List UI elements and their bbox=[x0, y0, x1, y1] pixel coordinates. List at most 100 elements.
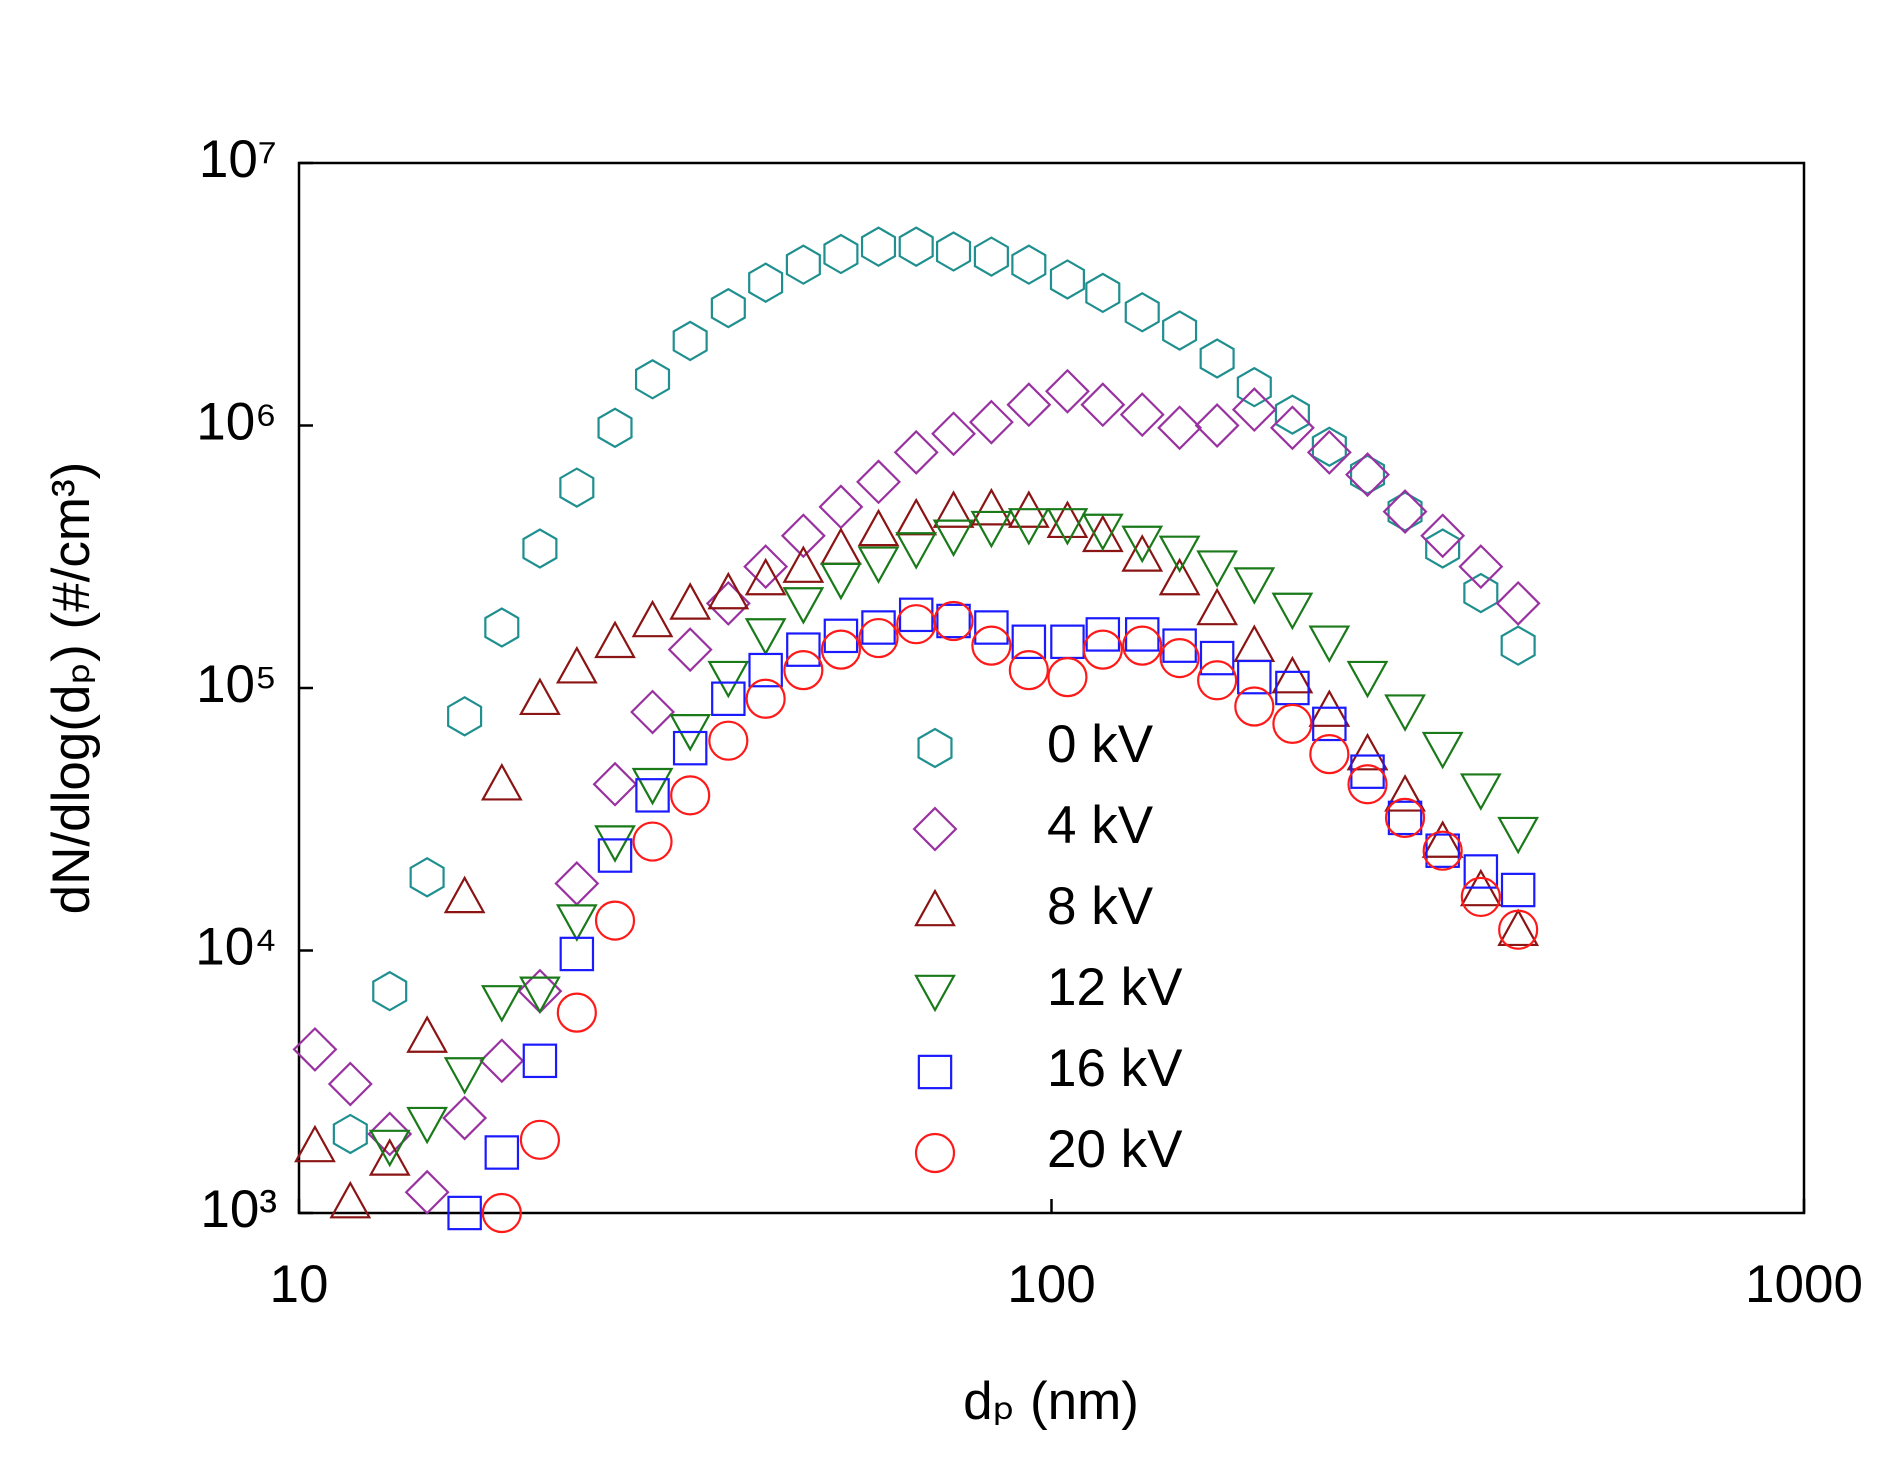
data-point bbox=[555, 645, 598, 684]
data-point bbox=[669, 582, 712, 620]
data-point bbox=[1346, 660, 1389, 699]
legend-marker bbox=[917, 1054, 953, 1090]
data-point bbox=[634, 359, 671, 400]
data-point bbox=[597, 838, 633, 873]
data-point bbox=[1162, 628, 1197, 663]
data-point bbox=[480, 762, 523, 801]
data-point bbox=[1157, 405, 1203, 451]
data-point bbox=[1349, 454, 1386, 495]
data-point bbox=[1081, 513, 1124, 552]
data-point bbox=[559, 467, 595, 508]
data-point bbox=[672, 320, 708, 362]
data-point bbox=[970, 510, 1013, 549]
data-point bbox=[1085, 617, 1121, 652]
data-point bbox=[630, 689, 675, 735]
data-point bbox=[443, 1057, 486, 1095]
data-point bbox=[1460, 876, 1501, 918]
y-tick-label: 10⁶ bbox=[196, 393, 277, 452]
data-point bbox=[973, 236, 1009, 277]
data-point bbox=[782, 587, 825, 625]
data-point bbox=[711, 681, 746, 717]
data-point bbox=[857, 546, 900, 585]
data-point bbox=[368, 1129, 411, 1168]
data-point bbox=[1463, 572, 1499, 614]
data-point bbox=[1497, 908, 1540, 947]
data-point bbox=[522, 1043, 558, 1079]
legend-marker bbox=[914, 1132, 956, 1174]
data-point bbox=[1309, 734, 1350, 775]
data-point bbox=[748, 652, 783, 688]
y-tick-label: 10³ bbox=[200, 1180, 277, 1239]
data-point bbox=[968, 399, 1014, 445]
data-point bbox=[294, 1124, 336, 1163]
data-point bbox=[447, 1195, 482, 1231]
data-point bbox=[1347, 764, 1388, 805]
data-point bbox=[594, 620, 636, 659]
data-point bbox=[1196, 550, 1239, 588]
data-point bbox=[1345, 452, 1390, 498]
data-point bbox=[1080, 382, 1126, 428]
data-point bbox=[857, 508, 900, 547]
data-point bbox=[406, 1015, 448, 1053]
y-axis-label: dN/dlog(dₚ) (#/cm³) bbox=[42, 462, 101, 915]
data-point bbox=[1124, 291, 1160, 333]
data-point bbox=[1500, 872, 1536, 908]
data-point bbox=[1011, 624, 1047, 660]
data-point bbox=[895, 532, 938, 570]
data-point bbox=[1382, 489, 1428, 535]
data-point bbox=[1196, 587, 1239, 626]
data-point bbox=[1006, 382, 1052, 428]
data-point bbox=[705, 580, 751, 626]
data-point bbox=[1158, 557, 1201, 596]
data-point bbox=[480, 985, 523, 1023]
data-point bbox=[745, 678, 786, 719]
data-point bbox=[367, 1111, 413, 1157]
data-point bbox=[861, 610, 896, 645]
data-point bbox=[519, 1119, 561, 1160]
data-point bbox=[820, 629, 862, 670]
data-point bbox=[707, 660, 750, 699]
legend-marker bbox=[914, 888, 956, 927]
data-point bbox=[1308, 625, 1351, 664]
data-point bbox=[1422, 830, 1463, 871]
data-point bbox=[670, 775, 711, 816]
data-point bbox=[744, 618, 787, 656]
data-point bbox=[404, 1169, 450, 1215]
data-point bbox=[1085, 272, 1121, 314]
data-point bbox=[744, 557, 787, 596]
data-point bbox=[484, 1135, 520, 1170]
y-tick-label: 10⁵ bbox=[196, 655, 277, 714]
data-point bbox=[1495, 580, 1541, 626]
data-point bbox=[484, 607, 520, 648]
y-tick-label: 10⁷ bbox=[199, 130, 277, 189]
data-point bbox=[368, 1138, 411, 1176]
data-point bbox=[327, 1061, 373, 1107]
data-point bbox=[896, 604, 937, 645]
data-point bbox=[1425, 528, 1461, 569]
data-point bbox=[1421, 820, 1464, 858]
data-point bbox=[332, 1113, 368, 1155]
data-point bbox=[782, 545, 825, 583]
data-point bbox=[372, 970, 408, 1012]
data-point bbox=[519, 677, 561, 716]
data-point bbox=[1271, 655, 1314, 694]
data-point bbox=[1011, 244, 1047, 285]
data-point bbox=[1158, 535, 1201, 574]
data-point bbox=[1272, 703, 1313, 744]
x-tick-label: 100 bbox=[1007, 1255, 1095, 1314]
data-point bbox=[860, 226, 897, 267]
data-point bbox=[479, 1038, 525, 1084]
data-point bbox=[1269, 405, 1315, 451]
data-point bbox=[442, 1095, 488, 1141]
data-point bbox=[406, 1106, 448, 1145]
data-point bbox=[556, 992, 597, 1033]
legend-label: 8 kV bbox=[1047, 877, 1154, 936]
data-point bbox=[933, 600, 974, 642]
data-point bbox=[631, 599, 674, 638]
y-tick-label: 10⁴ bbox=[195, 918, 277, 977]
data-point bbox=[1498, 909, 1539, 950]
data-point bbox=[1124, 617, 1160, 652]
data-point bbox=[1421, 731, 1464, 770]
data-point bbox=[1162, 310, 1198, 351]
